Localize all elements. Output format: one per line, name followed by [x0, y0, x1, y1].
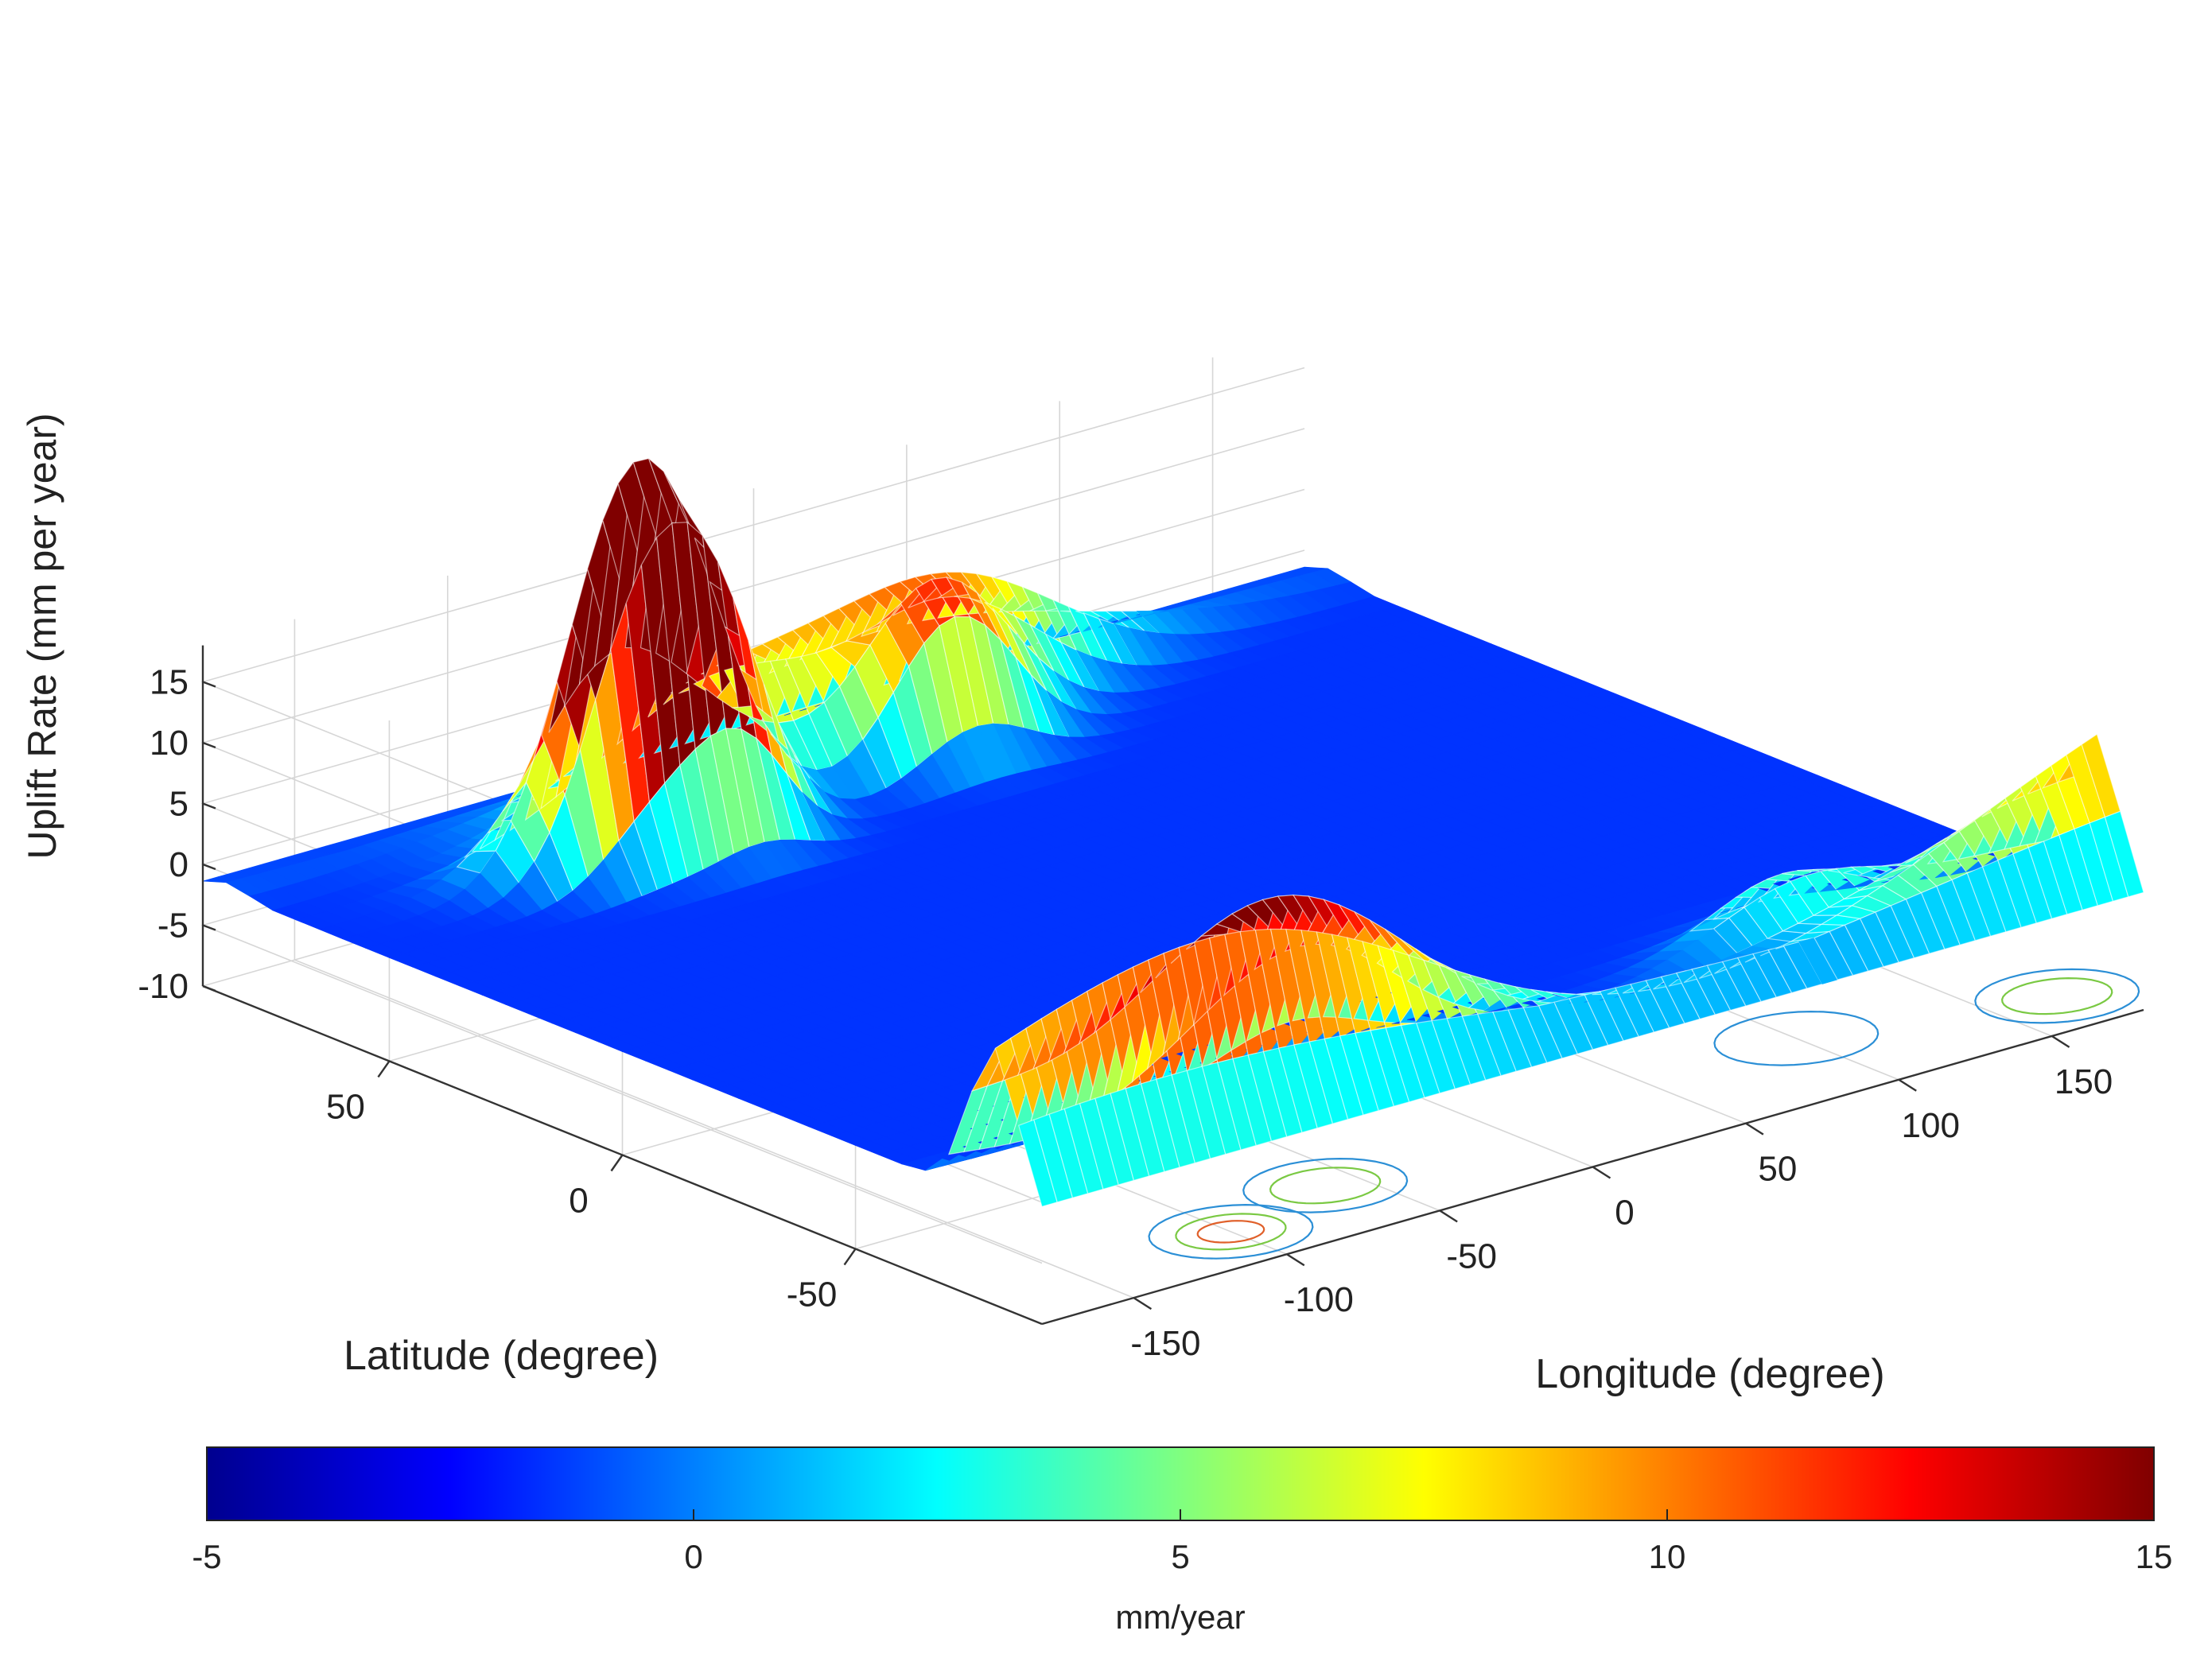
longitude-tick-label: 100	[1902, 1106, 1960, 1145]
z-tick-label: 10	[150, 724, 189, 763]
uplift-surface	[203, 459, 2144, 1207]
contour-line	[1243, 1159, 1407, 1213]
longitude-tick-mark	[1746, 1124, 1763, 1135]
longitude-tick-mark	[1593, 1167, 1611, 1178]
z-tick-mark	[203, 743, 216, 747]
colorbar-unit-label: mm/year	[1115, 1598, 1245, 1636]
longitude-tick-mark	[1899, 1080, 1916, 1091]
latitude-tick-label: 0	[569, 1182, 588, 1221]
colorbar-tick-label: 0	[684, 1538, 702, 1575]
latitude-tick-label: -50	[787, 1275, 838, 1314]
z-tick-mark	[203, 864, 216, 869]
longitude-tick-mark	[1133, 1298, 1151, 1309]
longitude-axis-label: Longitude (degree)	[1535, 1351, 1884, 1397]
z-tick-label: 5	[169, 785, 189, 824]
colorbar-tick-label: 15	[2136, 1538, 2173, 1575]
longitude-tick-label: 0	[1615, 1194, 1634, 1233]
latitude-tick-mark	[378, 1061, 389, 1077]
colorbar-tick-label: 10	[1649, 1538, 1686, 1575]
longitude-tick-mark	[1287, 1254, 1304, 1265]
latitude-tick-mark	[845, 1249, 856, 1265]
z-tick-mark	[203, 804, 216, 809]
contour-line	[2002, 978, 2112, 1014]
longitude-tick-label: -50	[1446, 1237, 1497, 1275]
z-tick-mark	[203, 926, 216, 930]
colorbar-tick-label: -5	[192, 1538, 221, 1575]
longitude-tick-mark	[1440, 1210, 1457, 1221]
longitude-tick-label: -150	[1130, 1324, 1200, 1363]
z-axis-label: Uplift Rate (mm per year)	[20, 413, 64, 859]
uplift-surface-chart: -10-5051015-50050-150-100-50050100150 -5…	[0, 0, 2212, 1654]
longitude-tick-label: 150	[2055, 1062, 2113, 1101]
longitude-tick-label: -100	[1284, 1280, 1354, 1319]
longitude-tick-label: 50	[1758, 1150, 1797, 1189]
colorbar: -5 0 5 10 15 mm/year	[192, 1447, 2172, 1636]
z-tick-mark	[203, 682, 216, 687]
z-tick-label: -10	[138, 967, 189, 1006]
z-tick-label: 15	[150, 663, 189, 702]
longitude-tick-mark	[2052, 1036, 2070, 1047]
latitude-tick-label: 50	[326, 1087, 365, 1126]
z-tick-label: -5	[157, 907, 189, 945]
colorbar-tick-label: 5	[1171, 1538, 1189, 1575]
latitude-tick-mark	[612, 1155, 623, 1171]
z-tick-label: 0	[169, 845, 189, 884]
latitude-axis-label: Latitude (degree)	[344, 1333, 659, 1379]
contour-line	[1270, 1167, 1380, 1203]
